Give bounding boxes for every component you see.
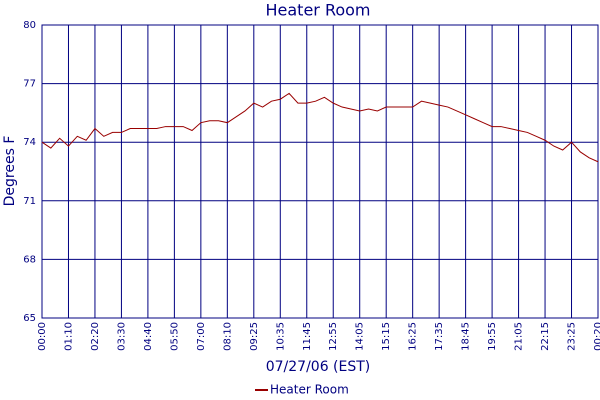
x-tick-label: 02:20 [90, 322, 101, 351]
plot-border [41, 24, 599, 319]
plot-area [42, 25, 598, 318]
x-tick-label: 09:25 [249, 322, 260, 351]
x-tick-label: 03:30 [116, 322, 127, 351]
x-tick-label: 04:40 [143, 322, 154, 351]
x-tick-label: 19:55 [487, 322, 498, 351]
x-tick-label: 21:05 [514, 322, 525, 351]
x-tick-label: 01:10 [63, 322, 74, 351]
x-tick-label: 11:45 [302, 322, 313, 351]
y-tick-label: 65 [23, 313, 36, 324]
legend-label: Heater Room [270, 383, 349, 397]
y-tick-label: 68 [23, 254, 36, 265]
x-tick-label: 00:00 [37, 322, 48, 351]
x-tick-label: 23:25 [567, 322, 578, 351]
x-tick-label: 14:05 [355, 322, 366, 351]
y-tick-label: 74 [23, 137, 36, 148]
y-tick-label: 77 [23, 79, 36, 90]
x-tick-label: 15:15 [381, 322, 392, 351]
x-tick-label: 22:15 [540, 322, 551, 351]
x-tick-label: 08:10 [222, 322, 233, 351]
data-line [41, 92, 599, 163]
chart-title: Heater Room [265, 1, 370, 20]
y-tick-label: 80 [23, 20, 36, 31]
x-tick-label: 17:35 [434, 322, 445, 351]
x-axis-label: 07/27/06 (EST) [266, 359, 371, 375]
y-axis-label: Degrees F [2, 136, 18, 207]
x-tick-label: 00:20 [593, 322, 600, 351]
x-tick-label: 10:35 [275, 322, 286, 351]
x-tick-label: 12:55 [328, 322, 339, 351]
x-tick-label: 05:50 [169, 322, 180, 351]
x-tick-label: 18:45 [461, 322, 472, 351]
x-tick-label: 16:25 [408, 322, 419, 351]
x-tick-label: 07:00 [196, 322, 207, 351]
y-tick-label: 71 [23, 196, 36, 207]
